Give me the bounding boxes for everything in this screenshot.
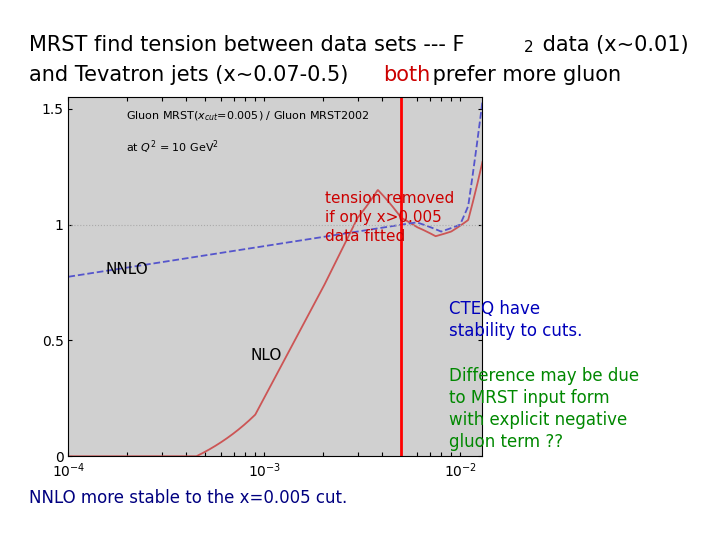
Text: NNLO more stable to the x=0.005 cut.: NNLO more stable to the x=0.005 cut. xyxy=(29,489,347,507)
Text: at $Q^{2}$ = 10 GeV$^{2}$: at $Q^{2}$ = 10 GeV$^{2}$ xyxy=(127,138,220,156)
Text: CTEQ have
stability to cuts.: CTEQ have stability to cuts. xyxy=(449,300,582,340)
Text: data (x~0.01): data (x~0.01) xyxy=(536,35,689,55)
Text: NNLO: NNLO xyxy=(106,262,148,277)
Text: tension removed
if only x>0.005
data fitted: tension removed if only x>0.005 data fit… xyxy=(325,191,454,244)
Text: MRST find tension between data sets --- F: MRST find tension between data sets --- … xyxy=(29,35,464,55)
Text: prefer more gluon: prefer more gluon xyxy=(426,65,621,85)
Text: and Tevatron jets (x~0.07-0.5): and Tevatron jets (x~0.07-0.5) xyxy=(29,65,355,85)
Text: NLO: NLO xyxy=(251,348,282,363)
Text: Gluon MRST($x_{cut}$=0.005) / Gluon MRST2002: Gluon MRST($x_{cut}$=0.005) / Gluon MRST… xyxy=(127,110,370,123)
Text: both: both xyxy=(383,65,431,85)
Text: Difference may be due
to MRST input form
with explicit negative
gluon term ??: Difference may be due to MRST input form… xyxy=(449,367,639,451)
Text: 2: 2 xyxy=(524,40,534,56)
